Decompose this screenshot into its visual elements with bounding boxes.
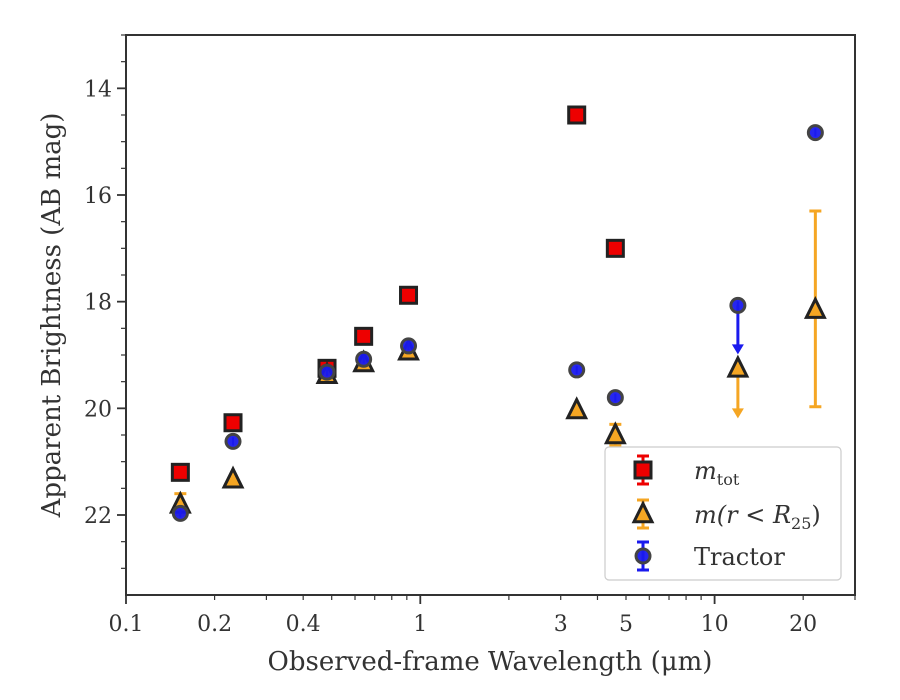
data-marks — [168, 105, 827, 522]
x-tick-label: 3 — [554, 612, 568, 637]
data-point — [726, 354, 750, 378]
y-tick-label: 20 — [84, 397, 112, 422]
x-tick-label: 10 — [701, 612, 729, 637]
x-tick-label: 5 — [619, 612, 633, 637]
legend-marker — [634, 547, 652, 565]
y-tick-label: 14 — [84, 77, 112, 102]
upper-limit-arrow-head — [731, 344, 744, 355]
data-point — [605, 238, 625, 258]
legend-entry: mtot — [633, 454, 740, 489]
y-axis: 14 16 18 20 22 — [84, 34, 126, 569]
x-tick-label: 1 — [413, 612, 427, 637]
x-tick-label: 20 — [789, 612, 817, 637]
legend-frame — [604, 446, 842, 581]
data-point — [354, 326, 374, 346]
data-point — [223, 413, 243, 433]
data-point — [170, 462, 190, 482]
legend-entry: Tractor — [634, 540, 785, 572]
series-square — [170, 105, 625, 482]
data-point — [603, 421, 627, 445]
x-axis-label: Observed-frame Wavelength (μm) — [268, 647, 713, 677]
series-circle — [171, 124, 824, 522]
x-tick-label: 0.4 — [286, 612, 321, 637]
x-tick-label: 0.2 — [197, 612, 232, 637]
x-tick-label: 0.1 — [109, 612, 144, 637]
legend-entry: m(r < R25) — [631, 498, 821, 533]
legend-label: mtot — [694, 457, 740, 489]
legend-label: m(r < R25) — [694, 501, 821, 533]
data-point — [565, 396, 589, 420]
y-axis-label: Apparent Brightness (AB mag) — [37, 113, 67, 519]
data-point — [399, 285, 419, 305]
y-tick-label: 22 — [84, 504, 112, 529]
data-point — [567, 105, 587, 125]
x-axis: 0.1 0.2 0.4 1 3 5 10 20 — [109, 595, 856, 637]
legend: mtot m(r < R25) Tractor — [604, 446, 842, 581]
legend-label: Tractor — [694, 543, 785, 571]
data-point — [221, 465, 245, 489]
y-tick-label: 16 — [84, 184, 112, 209]
legend-marker — [631, 500, 655, 524]
data-point — [803, 295, 827, 319]
y-tick-label: 18 — [84, 291, 112, 316]
legend-marker — [633, 460, 653, 480]
upper-limit-arrow-head — [731, 408, 744, 419]
